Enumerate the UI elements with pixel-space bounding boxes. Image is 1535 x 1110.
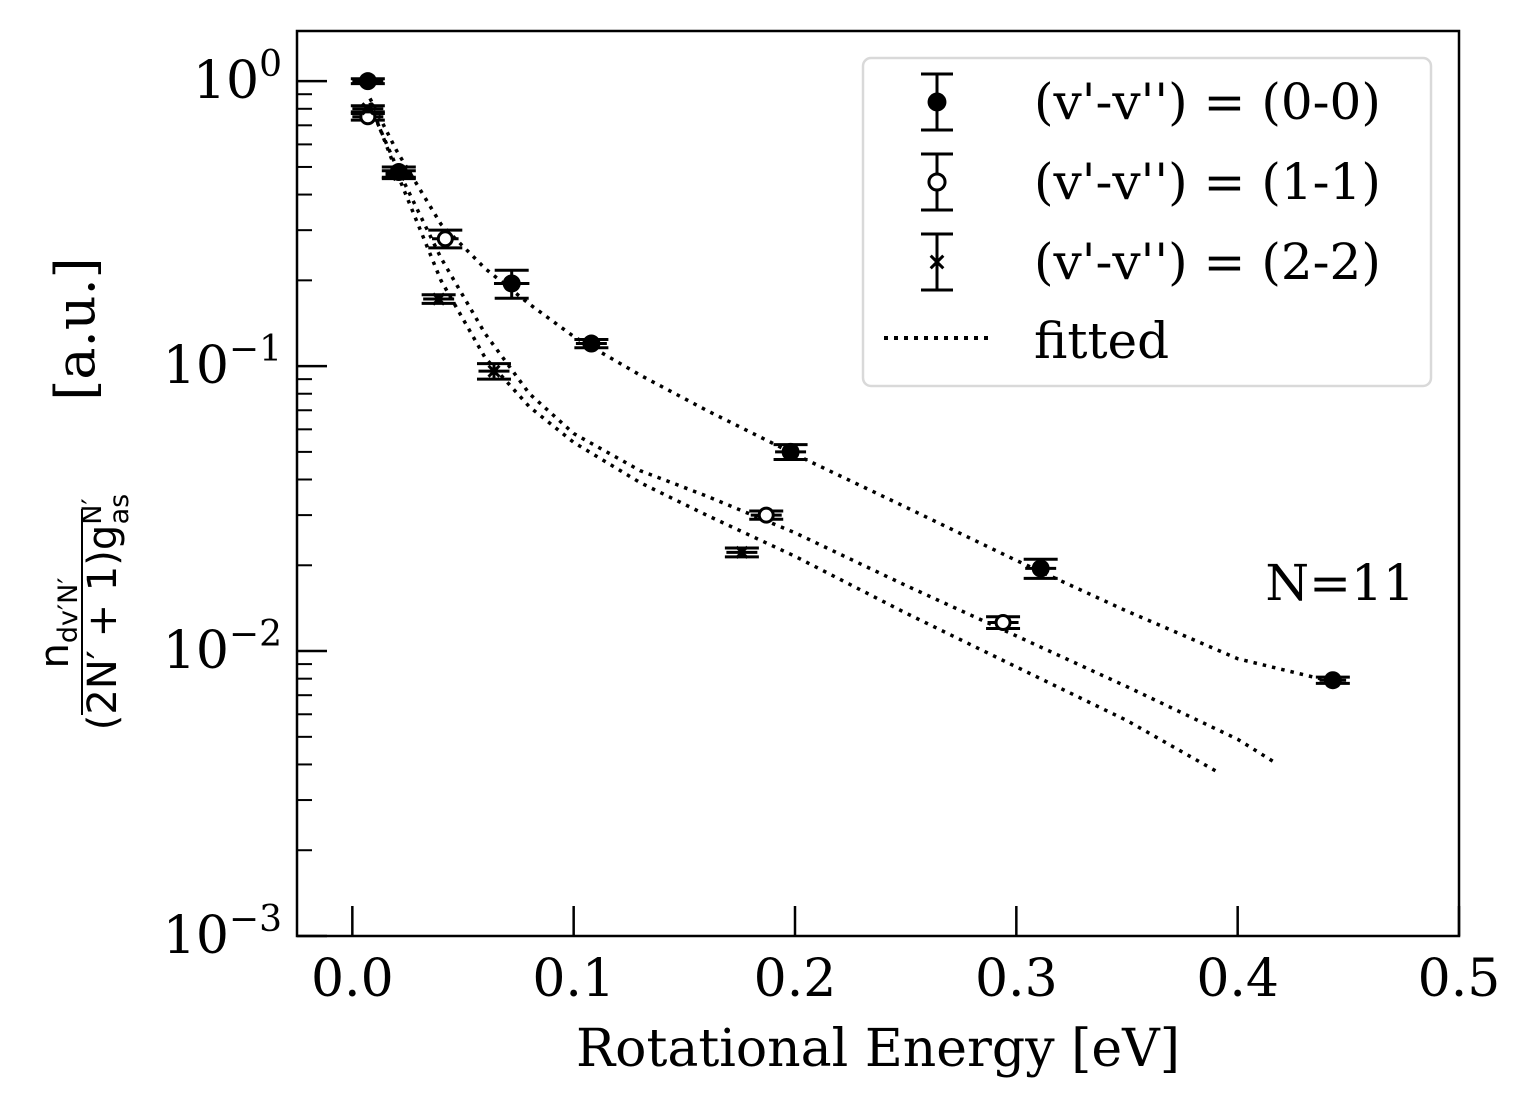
y-label-numerator-sub: dv′N′ [53,578,84,644]
legend-entry-0: (v'-v'') = (0-0) [921,72,1381,132]
series-1 [350,108,1021,631]
fit-curve-1 [368,105,1275,763]
legend-filled-circle-marker [927,92,947,112]
legend-label: (v'-v'') = (1-1) [1034,153,1381,211]
open-circle-marker [436,230,454,248]
plot-frame [295,29,1461,938]
y-tick-label: 10−1 [163,329,282,396]
x-marker [735,545,749,559]
y-axis-label: ndv′N′ (2N′ + 1)gN′as [a.u.] [32,257,135,730]
y-tick-label: 10−3 [163,899,282,966]
legend-entry-3: fitted [884,312,1169,370]
x-tick-label: 0.1 [532,949,615,1009]
x-axis-label: Rotational Energy [eV] [576,1019,1180,1079]
y-label-denominator-main: (2N′ + 1)g [80,525,126,730]
y-label-denominator: (2N′ + 1)gN′as [77,494,135,730]
legend-items: (v'-v'') = (0-0) (v'-v'') = (1-1) (v'-v'')… [884,72,1381,370]
fit-curve-2 [368,102,1217,773]
y-tick-base: 10 [163,621,229,681]
x-marker [432,292,446,306]
y-label-numerator: ndv′N′ [32,578,84,669]
legend-label: (v'-v'') = (0-0) [1034,73,1381,131]
x-marker [487,364,501,378]
y-tick-exponent: −2 [229,614,282,655]
y-tick-base: 10 [163,336,229,396]
legend-frame [861,56,1433,388]
y-tick-exponent: −1 [229,329,282,370]
x-tick-label: 0.5 [1418,949,1501,1009]
y-tick-base: 10 [163,906,229,966]
legend-label: fitted [1034,312,1169,370]
annotation-n: N=11 [1265,554,1414,612]
x-tick-label: 0.0 [311,949,394,1009]
y-tick-exponent: −3 [229,899,282,940]
y-label-unit: [a.u.] [44,257,107,400]
x-marker [361,102,375,116]
open-circle-marker [757,506,775,524]
y-label-denominator-sup: N′ [77,498,108,524]
data-points [350,72,1350,690]
filled-circle-marker [781,442,800,461]
open-circle-marker [994,613,1012,631]
y-tick-base: 10 [193,51,259,111]
legend-label: (v'-v'') = (2-2) [1034,233,1381,291]
filled-circle-marker [582,334,601,353]
legend-entry-1: (v'-v'') = (1-1) [921,152,1381,212]
series-2 [350,102,759,559]
filled-circle-marker [358,72,377,91]
x-tick-label: 0.3 [975,949,1058,1009]
legend-open-circle-marker [927,172,947,192]
y-tick-label: 100 [193,44,282,111]
legend-entry-2: (v'-v'') = (2-2) [921,232,1381,292]
filled-circle-marker [502,274,521,293]
filled-circle-marker [1323,671,1342,690]
legend-x-marker [929,254,945,270]
y-label-numerator-main: n [32,643,78,668]
x-tick-label: 0.4 [1196,949,1279,1009]
x-marker [392,168,406,182]
legend: (v'-v'') = (0-0) (v'-v'') = (1-1) (v'-v'')… [861,56,1433,388]
y-tick-label: 10−2 [163,614,282,681]
y-label-denominator-sub: as [104,494,135,525]
y-tick-exponent: 0 [259,44,282,85]
filled-circle-marker [1031,559,1050,578]
x-tick-label: 0.2 [754,949,837,1009]
